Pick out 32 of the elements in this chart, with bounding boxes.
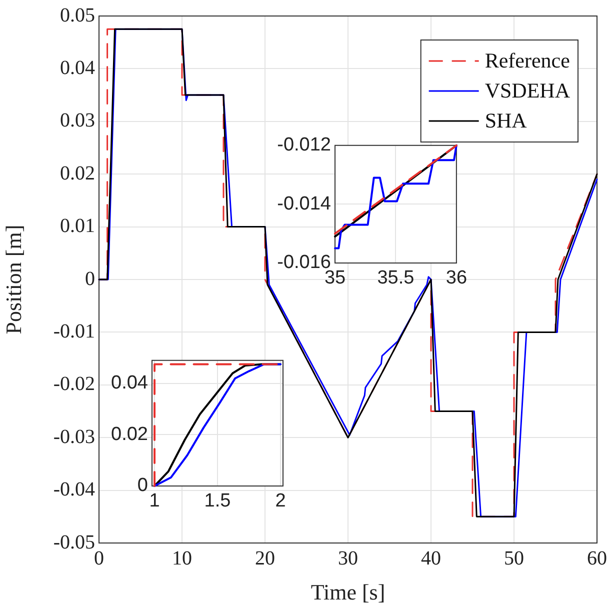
y-tick-label: 0.03 bbox=[60, 110, 95, 132]
y-tick-label: -0.02 bbox=[53, 373, 95, 396]
y-tick-label: 0.04 bbox=[60, 56, 95, 79]
y-tick-label: 0.05 bbox=[60, 4, 95, 26]
x-tick-label: 20 bbox=[255, 547, 275, 570]
x-tick-label: 40 bbox=[421, 547, 441, 570]
x-tick-label: 36 bbox=[446, 268, 468, 289]
y-tick-label: -0.01 bbox=[53, 320, 95, 342]
y-tick-label: -0.014 bbox=[277, 193, 332, 214]
y-tick-label: 0 bbox=[137, 475, 148, 496]
y-tick-label: -0.012 bbox=[277, 134, 331, 156]
x-tick-label: 1.5 bbox=[204, 490, 231, 512]
legend-label: Reference bbox=[484, 48, 570, 73]
y-tick-label: 0.01 bbox=[60, 215, 95, 238]
legend-label: VSDEHA bbox=[484, 78, 571, 103]
y-tick-label: 0.04 bbox=[111, 372, 148, 394]
x-axis-title: Time [s] bbox=[310, 580, 386, 605]
x-tick-label: 2 bbox=[275, 490, 286, 512]
y-tick-label: 0.02 bbox=[111, 424, 148, 445]
y-tick-label: -0.04 bbox=[53, 478, 95, 501]
x-tick-label: 1 bbox=[149, 490, 160, 512]
x-tick-label: 50 bbox=[504, 547, 524, 570]
x-tick-label: 30 bbox=[338, 547, 358, 570]
line-series bbox=[98, 28, 598, 518]
x-tick-label: 10 bbox=[172, 547, 192, 570]
y-tick-label: 0.02 bbox=[60, 162, 95, 184]
y-axis-title: Position [m] bbox=[0, 224, 26, 334]
legend-label: SHA bbox=[484, 108, 528, 133]
y-tick-label: -0.05 bbox=[53, 531, 95, 554]
x-tick-label: 60 bbox=[587, 547, 607, 570]
y-tick-label: -0.03 bbox=[53, 426, 95, 448]
x-tick-label: 35.5 bbox=[377, 268, 414, 289]
